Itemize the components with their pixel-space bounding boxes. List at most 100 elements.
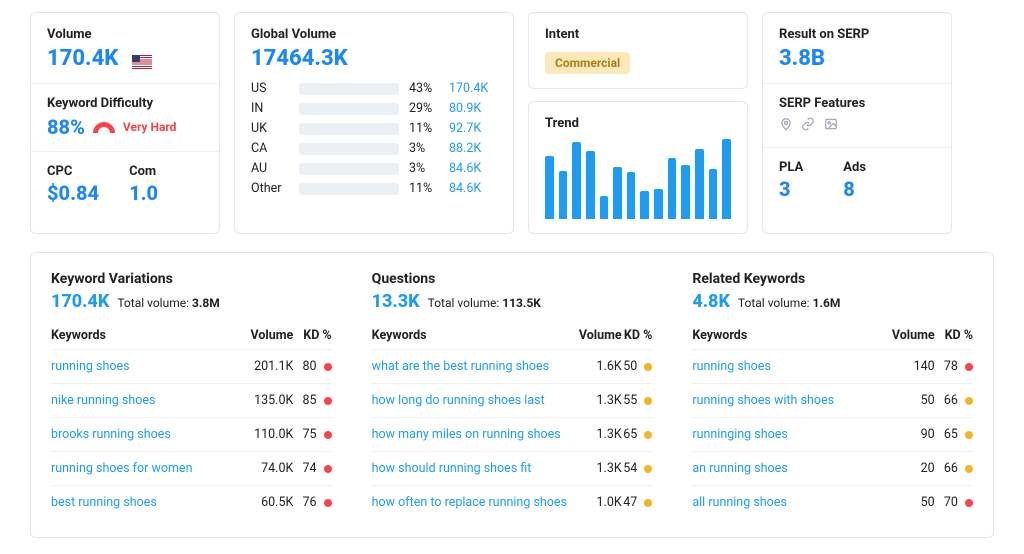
difficulty-level: Very Hard xyxy=(123,120,177,134)
keyword-link[interactable]: nike running shoes xyxy=(51,384,237,418)
trend-sparkline xyxy=(545,139,731,219)
keyword-link[interactable]: how many miles on running shoes xyxy=(372,418,577,452)
global-volume-row: IN29%80.9K xyxy=(251,101,497,116)
volume-card: Volume 170.4K Keyword Difficulty 88% Ver… xyxy=(30,12,220,234)
keyword-link[interactable]: runninging shoes xyxy=(692,418,878,452)
kd-dot-icon xyxy=(644,465,652,473)
ads-block: Ads 8 xyxy=(843,160,866,201)
gv-value: 170.4K xyxy=(449,81,497,96)
global-volume-row: Other11%84.6K xyxy=(251,181,497,196)
column-summary: 170.4KTotal volume: 3.8M xyxy=(51,291,332,312)
keyword-kd: 66 xyxy=(935,452,973,486)
keyword-link[interactable]: how long do running shoes last xyxy=(372,384,577,418)
keyword-kd: 76 xyxy=(293,486,331,520)
keyword-link[interactable]: running shoes with shoes xyxy=(692,384,878,418)
kd-dot-icon xyxy=(965,363,973,371)
gv-bar xyxy=(299,183,399,195)
th-volume: Volume xyxy=(237,322,293,350)
keyword-kd: 66 xyxy=(935,384,973,418)
gv-country: AU xyxy=(251,161,289,176)
kd-dot-icon xyxy=(965,465,973,473)
image-icon xyxy=(823,117,839,135)
gv-bar xyxy=(299,83,399,95)
gv-pct: 3% xyxy=(409,161,439,176)
trend-bar xyxy=(545,156,554,219)
table-row: brooks running shoes110.0K75 xyxy=(51,418,332,452)
gv-value: 84.6K xyxy=(449,181,497,196)
trend-bar xyxy=(709,169,718,219)
column-summary: 13.3KTotal volume: 113.5K xyxy=(372,291,653,312)
keyword-link[interactable]: how should running shoes fit xyxy=(372,452,577,486)
table-row: all running shoes5070 xyxy=(692,486,973,520)
keyword-kd: 50 xyxy=(622,350,653,384)
th-keywords: Keywords xyxy=(51,322,237,350)
th-kd: KD % xyxy=(935,322,973,350)
serp-card: Result on SERP 3.8B SERP Features PLA 3 … xyxy=(762,12,952,234)
global-volume-row: AU3%84.6K xyxy=(251,161,497,176)
gv-bar xyxy=(299,163,399,175)
keyword-link[interactable]: running shoes xyxy=(51,350,237,384)
kd-dot-icon xyxy=(324,499,332,507)
keyword-link[interactable]: what are the best running shoes xyxy=(372,350,577,384)
gv-country: Other xyxy=(251,181,289,196)
keyword-link[interactable]: running shoes xyxy=(692,350,878,384)
th-volume: Volume xyxy=(577,322,622,350)
keyword-kd: 54 xyxy=(622,452,653,486)
keyword-kd: 65 xyxy=(622,418,653,452)
kd-dot-icon xyxy=(965,431,973,439)
divider xyxy=(31,151,219,152)
th-keywords: Keywords xyxy=(692,322,878,350)
column-sub: Total volume: 1.6M xyxy=(738,296,840,310)
trend-bar xyxy=(668,158,677,219)
global-volume-value: 17464.3K xyxy=(251,46,497,71)
kd-dot-icon xyxy=(324,465,332,473)
keyword-link[interactable]: all running shoes xyxy=(692,486,878,520)
table-row: running shoes with shoes5066 xyxy=(692,384,973,418)
keyword-link[interactable]: how often to replace running shoes xyxy=(372,486,577,520)
keyword-volume: 50 xyxy=(878,486,934,520)
table-row: best running shoes60.5K76 xyxy=(51,486,332,520)
serp-result-value: 3.8B xyxy=(779,46,935,71)
cpc-value: $0.84 xyxy=(47,181,99,205)
difficulty-value: 88% xyxy=(47,115,85,139)
keyword-link[interactable]: running shoes for women xyxy=(51,452,237,486)
divider xyxy=(763,83,951,84)
keyword-table: KeywordsVolumeKD %running shoes14078 run… xyxy=(692,322,973,519)
keyword-kd: 65 xyxy=(935,418,973,452)
column-sub: Total volume: 3.8M xyxy=(117,296,219,310)
ads-label: Ads xyxy=(843,160,866,175)
kd-dot-icon xyxy=(965,397,973,405)
kd-dot-icon xyxy=(965,499,973,507)
keyword-kd: 85 xyxy=(293,384,331,418)
link-icon xyxy=(801,117,815,135)
related-keywords-column: Related Keywords4.8KTotal volume: 1.6MKe… xyxy=(692,271,973,519)
keyword-volume: 140 xyxy=(878,350,934,384)
keyword-kd: 80 xyxy=(293,350,331,384)
gv-pct: 3% xyxy=(409,141,439,156)
trend-label: Trend xyxy=(545,116,731,131)
keyword-volume: 135.0K xyxy=(237,384,293,418)
global-volume-card: Global Volume 17464.3K US43%170.4KIN29%8… xyxy=(234,12,514,234)
keyword-link[interactable]: brooks running shoes xyxy=(51,418,237,452)
th-keywords: Keywords xyxy=(372,322,577,350)
trend-bar xyxy=(572,142,581,219)
keyword-kd: 55 xyxy=(622,384,653,418)
keyword-kd: 75 xyxy=(293,418,331,452)
intent-badge: Commercial xyxy=(545,52,630,74)
divider xyxy=(763,147,951,148)
global-volume-label: Global Volume xyxy=(251,27,497,42)
keyword-link[interactable]: best running shoes xyxy=(51,486,237,520)
keyword-volume: 50 xyxy=(878,384,934,418)
location-icon xyxy=(779,117,793,135)
kd-dot-icon xyxy=(644,431,652,439)
keyword-variations-column: Keyword Variations170.4KTotal volume: 3.… xyxy=(51,271,332,519)
keyword-volume: 74.0K xyxy=(237,452,293,486)
keyword-link[interactable]: an running shoes xyxy=(692,452,878,486)
trend-bar xyxy=(654,189,663,219)
keyword-kd: 78 xyxy=(935,350,973,384)
gv-value: 88.2K xyxy=(449,141,497,156)
kd-dot-icon xyxy=(644,363,652,371)
gv-bar xyxy=(299,123,399,135)
keywords-card: Keyword Variations170.4KTotal volume: 3.… xyxy=(30,252,994,538)
com-label: Com xyxy=(129,164,158,179)
